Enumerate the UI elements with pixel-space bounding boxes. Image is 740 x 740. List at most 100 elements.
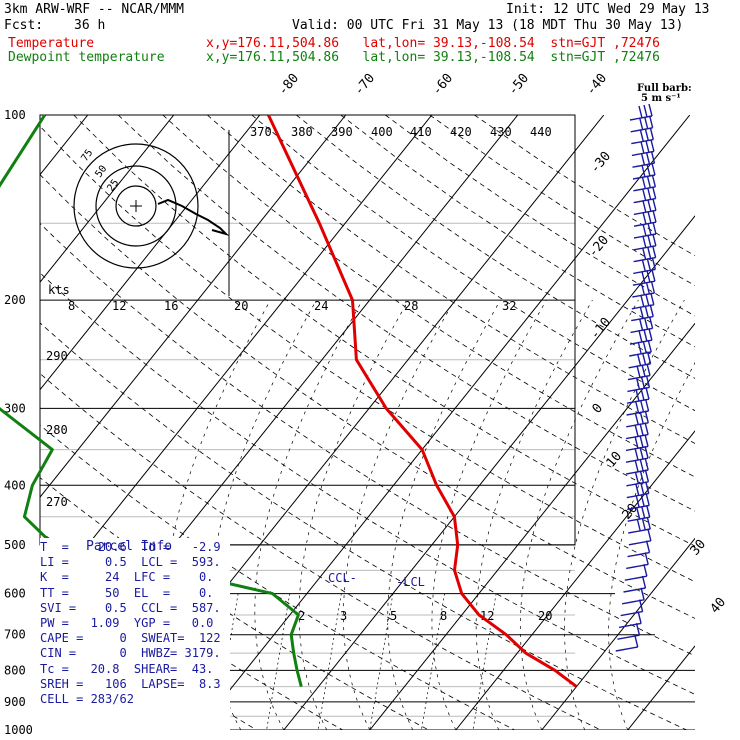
temperature-legend-label: Temperature bbox=[8, 36, 95, 51]
parcel-info-table: T = 20.6 Td = -2.9 LI = 0.5 LCL = 593. K =… bbox=[40, 540, 230, 707]
model-title: 3km ARW-WRF -- NCAR/MMM bbox=[4, 2, 185, 17]
wind-barb bbox=[629, 103, 653, 121]
wind-barb bbox=[625, 446, 649, 463]
parcel-row: TT = 50 EL = 0. bbox=[40, 585, 214, 600]
pressure-tick-label: 700 bbox=[4, 628, 26, 642]
hodograph-ring-label: 25 bbox=[105, 178, 121, 194]
hodograph-speed-label: 8 bbox=[68, 299, 75, 313]
moist-adiabat-line bbox=[564, 299, 685, 730]
dry-adiabat-line bbox=[40, 272, 695, 695]
wind-barb bbox=[633, 198, 657, 216]
dry-adiabat-line bbox=[40, 222, 695, 657]
mixing-ratio-label: 20 bbox=[538, 609, 552, 623]
isotherm-line bbox=[0, 115, 2, 730]
dry-adiabat-line bbox=[474, 115, 695, 257]
isotherm-tick-label: -70 bbox=[352, 71, 379, 99]
wind-barb bbox=[615, 634, 639, 652]
pressure-tick-label: 300 bbox=[4, 401, 26, 415]
init-time: Init: 12 UTC Wed 29 May 13 bbox=[506, 2, 710, 17]
pressure-tick-label: 800 bbox=[4, 663, 26, 677]
isotherm-tick-label: 30 bbox=[688, 537, 710, 559]
wind-barb bbox=[632, 162, 656, 180]
isotherm-tick-label: -80 bbox=[276, 71, 303, 99]
dry-adiabat-line bbox=[40, 373, 601, 730]
pressure-tick-label: 500 bbox=[4, 538, 26, 552]
mixing-ratio-label: 2 bbox=[298, 609, 305, 623]
wind-barb bbox=[630, 115, 654, 133]
isotherm-line bbox=[197, 115, 691, 730]
theta-tick-label: 380 bbox=[291, 125, 313, 139]
wind-barb bbox=[617, 623, 641, 640]
barb-legend-title: Full barb: bbox=[637, 83, 692, 94]
pressure-tick-label: 900 bbox=[4, 695, 26, 709]
ccl-label: CCL- bbox=[328, 571, 357, 585]
moist-adiabat-line bbox=[387, 299, 501, 730]
temperature-station-info: x,y=176.11,504.86 lat,lon= 39.13,-108.54… bbox=[206, 36, 660, 51]
dry-adiabat-line bbox=[251, 115, 695, 412]
wind-barb bbox=[633, 186, 657, 204]
wind-barb bbox=[625, 422, 649, 440]
dry-adiabat-line bbox=[340, 115, 695, 348]
dewpoint-profile-line bbox=[0, 114, 303, 687]
hodograph-ring bbox=[115, 185, 157, 227]
wind-barb bbox=[628, 516, 651, 534]
hodograph-ring-label: 50 bbox=[93, 164, 109, 180]
lcl-label: -LCL bbox=[396, 575, 425, 589]
dewpoint-station-info: x,y=176.11,504.86 lat,lon= 39.13,-108.54… bbox=[206, 50, 660, 65]
dry-adiabat-line bbox=[429, 115, 695, 287]
plot-border bbox=[39, 114, 576, 546]
hodograph-speed-label: 28 bbox=[404, 299, 418, 313]
theta-tick-label: 400 bbox=[371, 125, 393, 139]
parcel-row: K = 24 LFC = 0. bbox=[40, 570, 214, 585]
wind-barb bbox=[631, 127, 654, 145]
wind-barb bbox=[626, 469, 650, 487]
dry-adiabat-line bbox=[207, 115, 695, 444]
wind-barb bbox=[626, 481, 650, 499]
isotherm-tick-label: -50 bbox=[506, 71, 533, 99]
dry-adiabat-line bbox=[162, 115, 695, 478]
hodograph-speed-label: 20 bbox=[234, 299, 248, 313]
isotherm-tick-label: -20 bbox=[586, 233, 613, 261]
hodograph-speed-label: 24 bbox=[314, 299, 328, 313]
isotherm-line bbox=[40, 115, 347, 499]
wind-barb bbox=[631, 139, 655, 157]
parcel-row: CIN = 0 HWBZ= 3179. bbox=[40, 646, 221, 661]
hodograph-speed-label: 12 bbox=[112, 299, 126, 313]
valid-time: Valid: 00 UTC Fri 31 May 13 (18 MDT Thu … bbox=[292, 18, 684, 33]
temperature-profile-line bbox=[267, 114, 578, 688]
isotherm-tick-label: -60 bbox=[430, 71, 457, 99]
wind-barb bbox=[633, 221, 657, 239]
parcel-row: SREH = 106 LAPSE= 8.3 bbox=[40, 676, 221, 691]
wind-barb bbox=[627, 505, 651, 522]
dry-adiabat-line bbox=[385, 115, 695, 317]
hodograph-unit-label: kts bbox=[48, 283, 70, 297]
mixing-ratio-label: 3 bbox=[340, 609, 347, 623]
parcel-row: SVI = 0.5 CCL = 587. bbox=[40, 600, 221, 615]
mixing-ratio-line bbox=[369, 593, 394, 730]
moist-adiabat-line bbox=[608, 361, 695, 730]
forecast-hour: 36 h bbox=[74, 18, 106, 33]
parcel-panel bbox=[40, 538, 230, 730]
isotherm-tick-label: 40 bbox=[708, 595, 730, 617]
isotherm-line bbox=[714, 115, 740, 730]
hodograph-trace bbox=[157, 198, 230, 237]
moist-adiabat-line bbox=[298, 299, 409, 730]
hodograph-ring bbox=[95, 165, 177, 247]
theta-side-label: 290 bbox=[46, 349, 68, 363]
isotherm-line bbox=[40, 115, 261, 391]
theta-tick-label: 440 bbox=[530, 125, 552, 139]
hodograph-speed-label: 32 bbox=[502, 299, 516, 313]
isotherm-tick-label: -30 bbox=[588, 149, 615, 177]
mixing-ratio-line bbox=[266, 593, 291, 730]
pressure-tick-label: 1000 bbox=[4, 723, 33, 737]
mixing-ratio-label: 8 bbox=[440, 609, 447, 623]
wind-barb bbox=[626, 457, 649, 475]
pressure-tick-label: 400 bbox=[4, 478, 26, 492]
theta-tick-label: 410 bbox=[410, 125, 432, 139]
parcel-row: T = 20.6 Td = -2.9 bbox=[40, 540, 221, 554]
pressure-tick-label: 200 bbox=[4, 293, 26, 307]
wind-barb-legend: Full barb: 5 m s⁻¹ bbox=[637, 84, 692, 104]
isotherm-line bbox=[40, 115, 433, 606]
parcel-row: PW = 1.09 YGP = 0.0 bbox=[40, 616, 214, 631]
